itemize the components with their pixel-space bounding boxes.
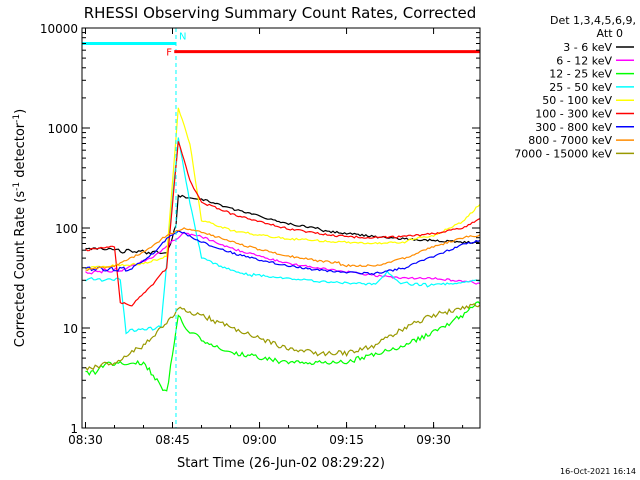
- y-axis-label-mid: detector: [13, 122, 28, 182]
- y-axis-label-main: Corrected Count Rate (s: [13, 191, 28, 348]
- legend-label-5: 50 - 100 keV: [542, 94, 612, 107]
- legend-label-2: 6 - 12 keV: [556, 54, 612, 67]
- flag-label-2: N: [179, 31, 186, 42]
- x-tick-label-1: 08:30: [68, 433, 103, 447]
- legend-label-6: 100 - 300 keV: [535, 108, 612, 121]
- plot-area: [82, 28, 480, 428]
- series-line-4: [85, 137, 480, 335]
- series-line-5: [85, 107, 480, 270]
- series-line-6: [85, 141, 480, 307]
- legend-header-line1: Det 1,3,4,5,6,9,: [550, 14, 636, 27]
- legend-label-4: 25 - 50 keV: [549, 81, 612, 94]
- timestamp: 16-Oct-2021 16:14: [560, 467, 636, 476]
- flag-label-1: F: [166, 48, 172, 59]
- legend-label-3: 12 - 25 keV: [549, 68, 612, 81]
- x-tick-label-5: 09:30: [416, 433, 451, 447]
- legend-label-1: 3 - 6 keV: [563, 41, 612, 54]
- y-axis-label: Corrected Count Rate (s-1 detector-1): [12, 109, 28, 347]
- chart-title: RHESSI Observing Summary Count Rates, Co…: [84, 4, 477, 22]
- x-tick-label-4: 09:15: [329, 433, 364, 447]
- y-axis-label-sup1: -1: [12, 182, 22, 191]
- y-tick-label-1: 1: [70, 422, 78, 436]
- y-tick-label-4: 1000: [47, 122, 78, 136]
- y-tick-label-2: 10: [63, 322, 78, 336]
- series-line-1: [85, 193, 480, 255]
- series-line-3: [85, 301, 480, 392]
- y-tick-label-3: 100: [55, 222, 78, 236]
- series-line-9: [85, 303, 480, 371]
- series-line-2: [85, 232, 480, 285]
- x-axis-label: Start Time (26-Jun-02 08:29:22): [177, 456, 385, 471]
- legend-label-9: 7000 - 15000 keV: [514, 147, 612, 160]
- axes: 08:30 08:45 09:00 09:15 09:30 1 10 100 1000 10000: [40, 22, 480, 447]
- series-line-8: [85, 227, 480, 272]
- y-axis-label-sup2: -1: [12, 114, 22, 123]
- legend-label-8: 800 - 7000 keV: [528, 134, 612, 147]
- y-axis-label-end: ): [13, 109, 28, 114]
- y-tick-label-5: 10000: [40, 22, 78, 36]
- series-line-7: [85, 230, 480, 276]
- legend-header-line2: Att 0: [597, 27, 623, 40]
- legend-label-7: 300 - 800 keV: [535, 121, 612, 134]
- x-tick-label-2: 08:45: [155, 433, 190, 447]
- x-tick-label-3: 09:00: [242, 433, 277, 447]
